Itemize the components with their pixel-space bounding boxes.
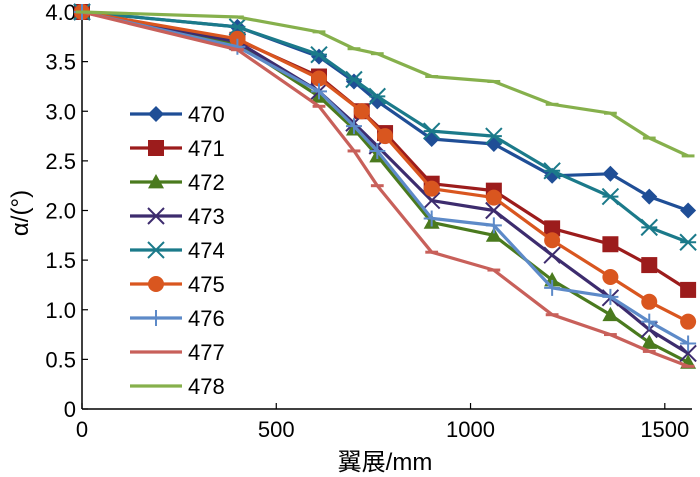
data-point-475 (377, 128, 394, 145)
data-point-470 (680, 202, 697, 219)
y-tick-label: 2.5 (45, 149, 76, 174)
legend-item-471: 471 (130, 136, 225, 161)
data-point-473 (543, 246, 561, 264)
data-point-476 (680, 335, 697, 352)
legend-label: 478 (188, 374, 225, 399)
data-point-475 (353, 103, 370, 120)
data-point-474 (601, 187, 620, 206)
data-point-473 (679, 344, 697, 363)
data-point-475 (423, 180, 440, 197)
data-point-472 (485, 227, 502, 242)
series-478 (75, 10, 695, 158)
legend-label: 475 (188, 272, 225, 297)
data-point-474 (543, 162, 561, 180)
data-point-476 (369, 142, 386, 159)
data-point-474 (485, 127, 503, 145)
data-point-471 (680, 281, 697, 298)
data-point-476 (423, 210, 440, 227)
legend-item-472: 472 (130, 170, 225, 195)
legend-marker (148, 276, 164, 292)
y-tick-label: 1.5 (45, 248, 76, 273)
y-tick-label: 3.5 (45, 50, 76, 75)
data-point-472 (602, 306, 619, 322)
legend-item-477: 477 (130, 340, 225, 365)
data-point-473 (485, 201, 503, 220)
data-point-476 (311, 83, 328, 100)
x-tick-label: 500 (258, 417, 295, 442)
axes: 0 0.5 1.0 1.5 2.0 2.5 3.0 3.5 4.0 0 500 1000 1500 (45, 0, 692, 442)
legend: 470 471 472 473 474 475 476 477 478 (130, 102, 225, 399)
legend-label: 476 (188, 306, 225, 331)
x-tick-label: 1000 (446, 417, 495, 442)
plot-series (73, 3, 697, 369)
data-point-476 (641, 313, 658, 330)
legend-marker (147, 241, 165, 259)
y-tick-label: 3.0 (45, 99, 76, 124)
legend-item-478: 478 (130, 374, 225, 399)
data-point-474 (422, 122, 441, 140)
series-477 (75, 10, 695, 368)
legend-item-474: 474 (130, 238, 225, 263)
legend-marker (148, 174, 164, 189)
data-point-471 (544, 220, 561, 237)
data-point-475 (641, 293, 658, 310)
series-472 (74, 4, 697, 369)
data-point-476 (602, 288, 619, 305)
y-tick-label: 0 (64, 397, 76, 422)
legend-marker (148, 310, 164, 326)
series-line-476 (81, 10, 689, 345)
data-point-470 (641, 188, 658, 205)
data-point-473 (422, 191, 441, 210)
y-tick-label: 2.0 (45, 199, 76, 224)
series-line-472 (81, 10, 689, 364)
data-point-476 (229, 38, 246, 55)
data-point-474 (345, 70, 363, 89)
x-tick-label: 0 (76, 417, 88, 442)
data-point-475 (485, 189, 502, 206)
y-tick-label: 4.0 (45, 0, 76, 25)
data-point-475 (680, 313, 697, 330)
data-point-476 (485, 217, 502, 234)
legend-item-476: 476 (130, 306, 225, 331)
legend-label: 471 (188, 136, 225, 161)
legend-marker (148, 106, 164, 122)
legend-label: 473 (188, 204, 225, 229)
y-axis-label: α/(°) (7, 190, 34, 236)
x-tick-label: 1500 (640, 417, 689, 442)
legend-marker (148, 140, 164, 156)
series-474 (73, 3, 697, 251)
y-tick-label: 1.0 (45, 298, 76, 323)
data-point-471 (641, 257, 658, 274)
legend-label: 477 (188, 340, 225, 365)
data-point-474 (310, 45, 328, 64)
legend-item-473: 473 (130, 204, 225, 229)
data-point-475 (602, 268, 619, 285)
legend-label: 474 (188, 238, 225, 263)
data-point-471 (602, 236, 619, 253)
legend-label: 472 (188, 170, 225, 195)
x-axis-label: 翼展/mm (338, 449, 433, 476)
data-point-474 (640, 218, 658, 237)
data-point-476 (345, 118, 362, 135)
data-point-474 (679, 233, 697, 251)
legend-marker (147, 207, 165, 225)
series-476 (74, 4, 697, 352)
data-point-475 (544, 232, 561, 249)
data-point-475 (311, 70, 328, 87)
y-tick-label: 0.5 (45, 347, 76, 372)
data-point-474 (228, 18, 247, 36)
legend-item-470: 470 (130, 102, 225, 127)
legend-label: 470 (188, 102, 225, 127)
data-point-472 (641, 334, 658, 349)
legend-item-475: 475 (130, 272, 225, 297)
data-point-476 (544, 279, 561, 296)
data-point-470 (602, 165, 619, 182)
data-point-474 (368, 87, 386, 106)
